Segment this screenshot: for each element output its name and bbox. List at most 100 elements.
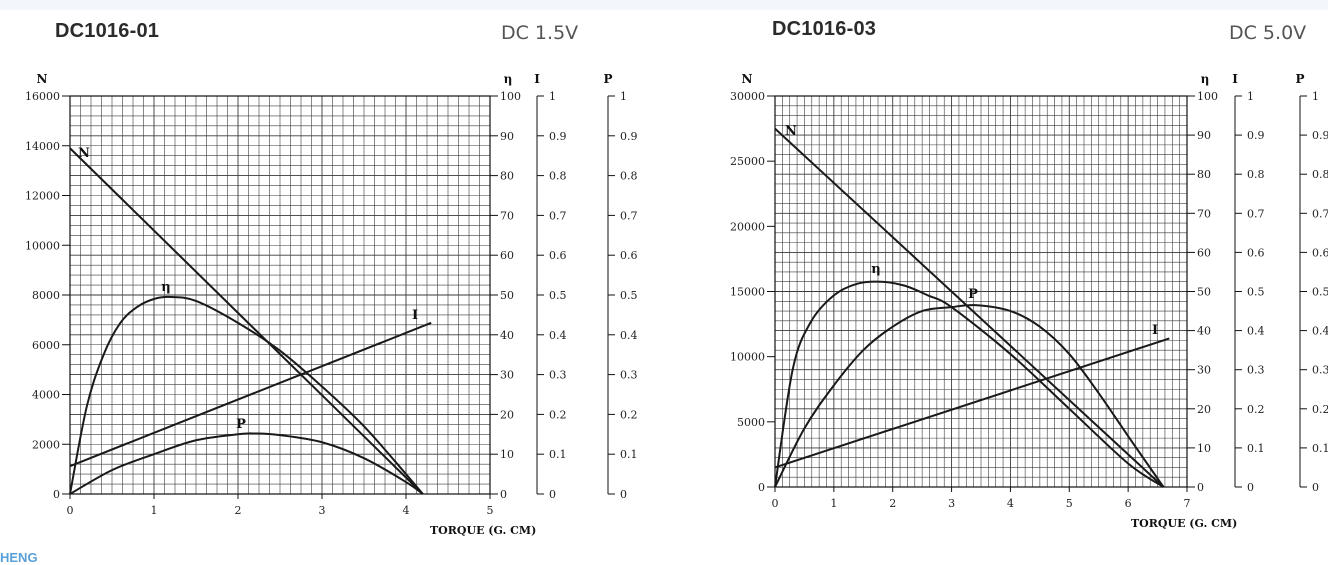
right-tick-label: 0.9 [549,130,567,143]
x-tick-label: 2 [889,497,896,510]
y-tick-label: 0 [758,481,765,494]
chart-panel-right: DC1016-03 DC 5.0V 0 5000 10000 15000 20000 25… [664,0,1328,563]
right-tick-label: 0.6 [1247,246,1265,259]
right-axis-name: I [534,72,540,86]
y-tick-label: 20000 [730,220,765,233]
y-tick-label: 30000 [730,90,765,103]
series-label: η [161,280,170,295]
series-label: P [968,287,978,302]
right-tick-label: 100 [1197,90,1218,103]
y-tick-label: 14000 [25,140,60,153]
x-tick-label: 4 [403,504,410,517]
series-curve-n [69,147,424,495]
y-tick-label: 0 [53,488,60,501]
right-tick-label: 0.8 [1312,168,1328,181]
right-tick-label: 0 [500,488,507,501]
right-tick-label: 0.5 [549,289,567,302]
right-tick-label: 0.4 [620,329,638,342]
series-curve-p [69,432,424,495]
right-tick-label: 70 [500,209,514,222]
right-tick-label: 0.7 [620,209,638,222]
right-tick-label: 0.6 [620,249,638,262]
right-tick-label: 1 [620,90,627,103]
x-tick-label: 1 [151,504,158,517]
voltage-label: DC 5.0V [1229,22,1307,44]
right-tick-label: 30 [500,369,514,382]
y-axis-name: N [742,72,753,86]
x-tick-label: 1 [830,497,837,510]
x-tick-label: 5 [1066,497,1073,510]
right-tick-label: 0 [1247,481,1254,494]
top-strip [0,0,1328,10]
right-tick-label: 0.3 [620,369,638,382]
x-tick-label: 3 [948,497,955,510]
right-axis-name: I [1232,72,1238,86]
y-tick-label: 16000 [25,90,60,103]
right-tick-label: 0.4 [549,329,567,342]
model-title: DC1016-01 [55,20,160,42]
right-tick-label: 0.1 [549,448,567,461]
right-tick-label: 30 [1197,364,1211,377]
right-tick-label: 10 [500,448,514,461]
right-tick-label: 0.7 [549,209,567,222]
right-tick-label: 100 [500,90,521,103]
y-tick-label: 15000 [730,286,765,299]
x-tick-label: 0 [772,497,779,510]
right-tick-label: 0.9 [1247,129,1265,142]
x-tick-label: 0 [67,504,74,517]
right-tick-label: 0.2 [1247,403,1265,416]
right-tick-label: 60 [1197,246,1211,259]
right-tick-label: 0.4 [1247,325,1265,338]
series-curve-eta [774,280,1165,488]
series-label: N [785,124,797,139]
series-curve-i [69,321,432,468]
right-tick-label: 0.1 [620,448,638,461]
x-axis-label: TORQUE (G. CM) [430,524,536,537]
right-tick-label: 90 [1197,129,1211,142]
right-tick-label: 0 [549,488,556,501]
right-tick-label: 70 [1197,207,1211,220]
right-axis-name: P [1295,72,1304,86]
series-label: N [78,146,90,161]
right-tick-label: 0.3 [1312,364,1328,377]
right-tick-label: 1 [549,90,556,103]
right-tick-label: 50 [500,289,514,302]
y-tick-label: 8000 [32,289,60,302]
right-tick-label: 0 [620,488,627,501]
right-tick-label: 0.3 [1247,364,1265,377]
y-tick-label: 10000 [25,239,60,252]
right-tick-label: 0.8 [620,170,638,183]
right-tick-label: 0.7 [1247,207,1265,220]
y-tick-label: 2000 [32,438,60,451]
right-tick-label: 0.1 [1247,442,1265,455]
right-tick-label: 0.9 [1312,129,1328,142]
right-tick-label: 0.3 [549,369,567,382]
right-tick-label: 80 [500,170,514,183]
y-tick-label: 5000 [737,416,765,429]
voltage-label: DC 1.5V [501,22,579,44]
y-tick-label: 10000 [730,351,765,364]
y-tick-label: 12000 [25,190,60,203]
x-tick-label: 5 [487,504,494,517]
x-tick-label: 4 [1007,497,1014,510]
brand-fragment: HENG [0,550,38,565]
right-tick-label: 0.8 [549,170,567,183]
right-tick-label: 1 [1247,90,1254,103]
right-tick-label: 50 [1197,286,1211,299]
x-tick-label: 3 [319,504,326,517]
series-curve-p [774,304,1165,488]
series-label: I [1152,323,1158,338]
right-tick-label: 60 [500,249,514,262]
right-tick-label: 90 [500,130,514,143]
x-axis-label: TORQUE (G. CM) [1131,517,1237,530]
model-title: DC1016-03 [772,18,877,40]
right-tick-label: 0.2 [1312,403,1328,416]
right-tick-label: 20 [1197,403,1211,416]
right-tick-label: 40 [500,329,514,342]
right-tick-label: 0.5 [1312,286,1328,299]
y-tick-label: 4000 [32,389,60,402]
right-tick-label: 10 [1197,442,1211,455]
series-label: P [236,417,246,432]
